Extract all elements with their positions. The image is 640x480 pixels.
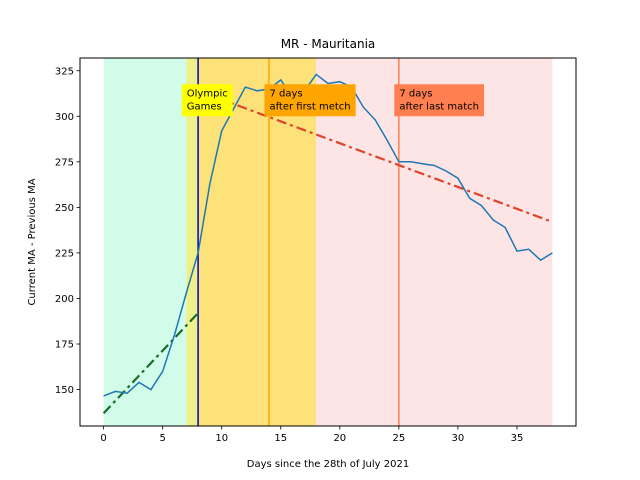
annotation-box (181, 84, 233, 117)
annotation-line: 7 days (399, 88, 432, 99)
annotation-line: 7 days (269, 88, 302, 99)
shaded-region (103, 58, 187, 426)
trend-lines (102, 89, 553, 415)
trend-line (102, 312, 199, 415)
chart-title: MR - Mauritania (281, 37, 376, 51)
shaded-region (186, 58, 199, 426)
shaded-region (198, 58, 317, 426)
x-tick-label: 30 (452, 433, 465, 444)
x-tick-label: 0 (100, 433, 106, 444)
annotation-text: 7 days after last match (399, 88, 479, 112)
x-tick-label: 10 (215, 433, 228, 444)
x-tick-label: 25 (392, 433, 405, 444)
annotation: Olympic Games (181, 84, 233, 117)
event-lines (197, 58, 400, 426)
annotation: 7 days after first metch (264, 84, 356, 117)
y-tick-label: 325 (55, 66, 74, 77)
annotation-text: Olympic Games (187, 88, 228, 112)
annotation-line: Olympic (187, 88, 228, 99)
x-tick-label: 20 (333, 433, 346, 444)
annotation-line: Games (187, 101, 222, 112)
x-axis: 0 5 10 15 20 25 30 35 (100, 426, 523, 444)
x-axis-title: Days since the 28th of July 2021 (247, 459, 409, 470)
data-series (103, 73, 553, 397)
y-tick-label: 175 (55, 340, 74, 351)
y-tick-label: 275 (55, 157, 74, 168)
y-tick-label: 200 (55, 294, 74, 305)
plot-frame (79, 57, 577, 427)
y-tick-label: 150 (55, 385, 74, 396)
annotation-text: 7 days after first metch (269, 88, 350, 112)
annotation: 7 days after last match (394, 84, 485, 117)
x-tick-label: 5 (159, 433, 165, 444)
annotation-line: after last match (399, 101, 479, 112)
y-tick-label: 300 (55, 112, 74, 123)
y-tick-label: 250 (55, 203, 74, 214)
x-tick-label: 15 (274, 433, 287, 444)
series-line (103, 73, 553, 397)
y-axis: 150 175 200 225 250 275 300 325 (55, 66, 80, 396)
y-axis-title: Current MA - Previous MA (27, 178, 38, 305)
annotation-line: after first metch (269, 101, 350, 112)
x-tick-label: 35 (511, 433, 524, 444)
annotation-box (394, 84, 485, 117)
y-tick-label: 225 (55, 248, 74, 259)
annotation-box (264, 84, 356, 117)
